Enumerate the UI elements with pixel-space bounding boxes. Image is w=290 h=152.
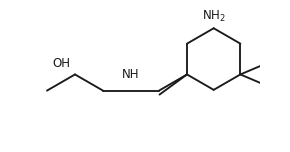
Text: NH: NH bbox=[122, 68, 140, 81]
Text: NH$_2$: NH$_2$ bbox=[202, 9, 226, 24]
Text: OH: OH bbox=[52, 57, 70, 70]
